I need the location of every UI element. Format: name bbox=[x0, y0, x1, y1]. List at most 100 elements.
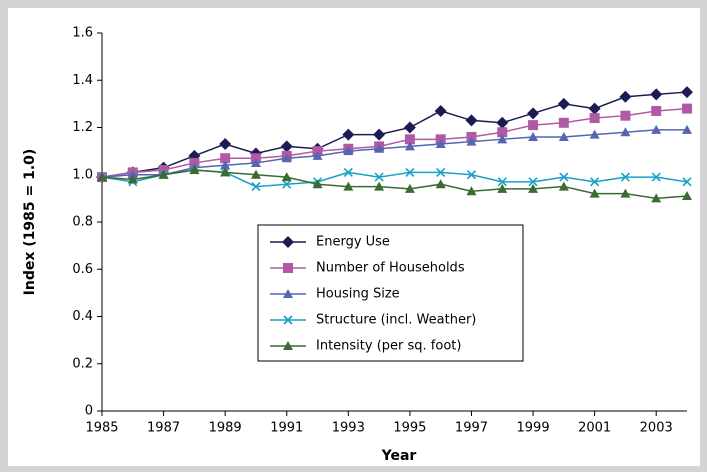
y-tick-label: 0.6 bbox=[72, 262, 93, 277]
marker bbox=[281, 172, 292, 182]
x-tick-label: 1999 bbox=[517, 421, 550, 436]
marker bbox=[250, 169, 261, 179]
marker bbox=[404, 183, 415, 193]
marker bbox=[280, 140, 293, 153]
x-tick-label: 1991 bbox=[270, 421, 303, 436]
marker bbox=[405, 167, 415, 177]
marker bbox=[558, 131, 569, 141]
marker bbox=[343, 146, 354, 156]
series-line bbox=[101, 129, 687, 178]
marker bbox=[620, 172, 630, 182]
marker bbox=[620, 188, 631, 198]
marker bbox=[527, 107, 540, 120]
marker bbox=[497, 127, 508, 138]
marker bbox=[281, 153, 292, 163]
marker bbox=[559, 172, 569, 182]
marker bbox=[127, 174, 138, 184]
marker bbox=[681, 86, 693, 99]
x-tick-label: 1997 bbox=[455, 421, 488, 436]
marker bbox=[620, 127, 631, 137]
marker bbox=[528, 183, 539, 193]
legend: Energy Use Number of Households Housing Si… bbox=[257, 224, 524, 362]
marker bbox=[590, 177, 600, 187]
marker bbox=[342, 128, 355, 141]
y-tick-label: 0 bbox=[85, 404, 93, 419]
marker bbox=[682, 191, 692, 201]
legend-marker bbox=[283, 263, 293, 273]
y-tick-label: 0.2 bbox=[72, 356, 93, 371]
y-tick-label: 1.0 bbox=[72, 167, 93, 182]
legend-box bbox=[257, 224, 524, 362]
marker bbox=[403, 121, 416, 134]
marker bbox=[282, 179, 292, 189]
legend-label: Intensity (per sq. foot) bbox=[316, 339, 461, 354]
marker bbox=[620, 110, 631, 121]
x-tick-label: 1989 bbox=[209, 421, 242, 436]
y-tick-label: 0.8 bbox=[72, 215, 93, 230]
x-tick-label: 1993 bbox=[332, 421, 365, 436]
marker bbox=[250, 157, 261, 167]
marker bbox=[589, 188, 600, 198]
y-tick-label: 1.4 bbox=[72, 73, 93, 88]
x-tick-label: 2001 bbox=[578, 421, 611, 436]
x-tick-label: 1985 bbox=[85, 421, 118, 436]
legend-label: Structure (incl. Weather) bbox=[316, 313, 476, 328]
marker bbox=[589, 129, 600, 139]
legend-marker bbox=[282, 236, 294, 248]
marker bbox=[312, 150, 323, 160]
marker bbox=[189, 165, 200, 175]
marker bbox=[373, 128, 386, 141]
marker bbox=[651, 172, 661, 182]
marker bbox=[619, 90, 632, 103]
marker bbox=[374, 172, 384, 182]
marker bbox=[374, 143, 385, 153]
series-line bbox=[101, 107, 688, 178]
marker bbox=[343, 167, 353, 177]
marker bbox=[682, 177, 692, 187]
marker bbox=[251, 181, 261, 192]
series-line bbox=[101, 169, 688, 200]
marker bbox=[158, 169, 169, 179]
marker bbox=[558, 117, 569, 128]
marker bbox=[466, 186, 477, 196]
marker bbox=[651, 105, 662, 116]
marker bbox=[528, 131, 539, 141]
marker bbox=[435, 179, 446, 189]
marker bbox=[588, 102, 601, 115]
marker bbox=[220, 153, 231, 164]
marker bbox=[343, 181, 354, 191]
marker bbox=[682, 124, 692, 134]
legend-marker bbox=[283, 315, 293, 325]
marker bbox=[435, 139, 446, 149]
marker bbox=[682, 103, 692, 114]
marker bbox=[497, 134, 508, 144]
legend-label: Housing Size bbox=[316, 287, 400, 302]
y-tick-label: 1.6 bbox=[72, 26, 93, 41]
marker bbox=[97, 172, 107, 182]
marker bbox=[650, 88, 663, 101]
marker bbox=[528, 177, 538, 187]
marker bbox=[651, 124, 662, 134]
legend-marker bbox=[283, 341, 293, 350]
marker bbox=[434, 104, 447, 117]
marker bbox=[374, 181, 385, 191]
marker bbox=[436, 167, 446, 177]
marker bbox=[127, 169, 138, 179]
marker bbox=[220, 160, 231, 170]
marker bbox=[404, 141, 415, 151]
marker bbox=[497, 183, 508, 193]
x-tick-label: 1995 bbox=[393, 421, 426, 436]
marker bbox=[465, 114, 478, 127]
marker bbox=[312, 179, 323, 189]
marker bbox=[651, 193, 662, 203]
marker bbox=[466, 136, 477, 146]
legend-label: Number of Households bbox=[316, 261, 465, 276]
marker bbox=[404, 134, 415, 145]
legend-marker bbox=[283, 289, 293, 298]
marker bbox=[589, 113, 600, 124]
marker bbox=[219, 138, 232, 151]
x-axis-title: Year bbox=[381, 448, 417, 464]
marker bbox=[497, 177, 507, 187]
